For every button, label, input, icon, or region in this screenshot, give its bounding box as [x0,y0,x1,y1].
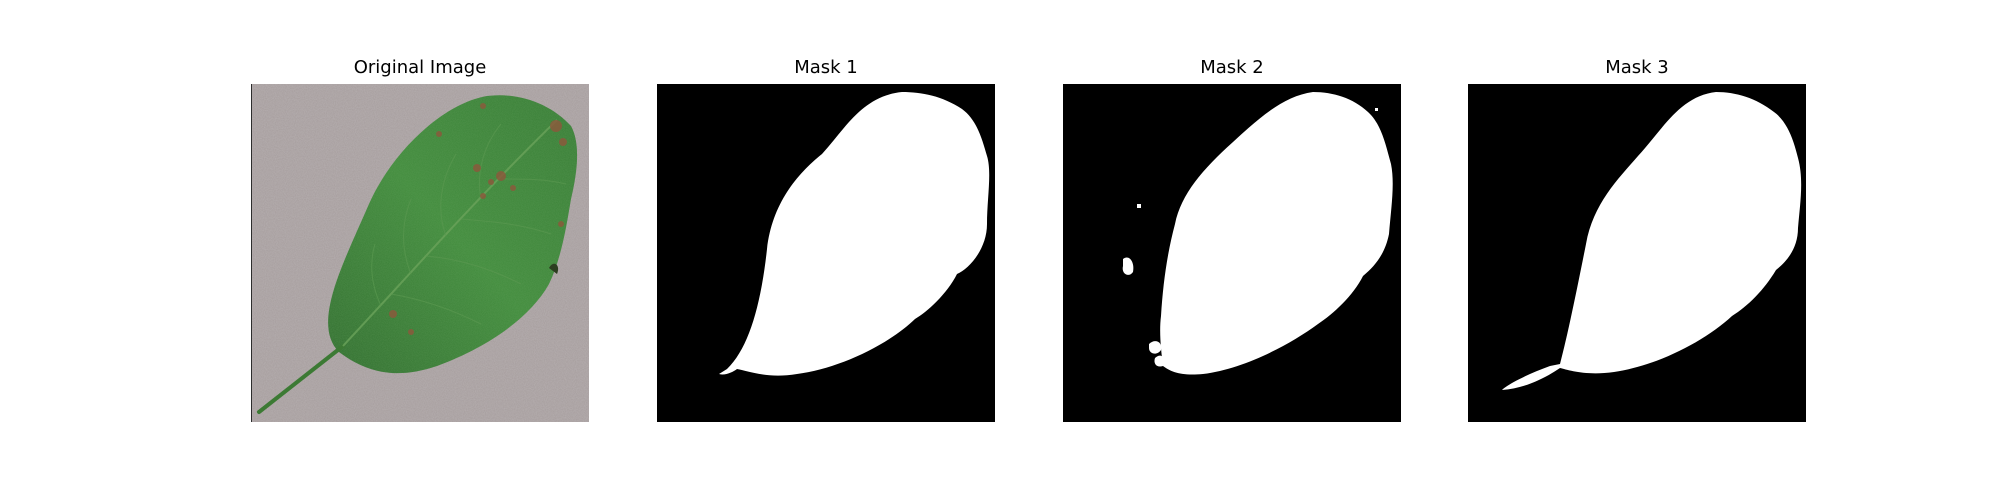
panel-title: Mask 2 [1200,57,1264,78]
leaf-photo [251,84,589,422]
panel-title: Mask 3 [1605,57,1669,78]
panel-title: Mask 1 [794,57,858,78]
mask-foreground [1502,92,1802,390]
mask-speckle [1122,257,1134,275]
panel-original-image: Original Image [251,0,589,500]
panel-mask-3: Mask 3 [1468,0,1806,500]
mask-foreground [1160,92,1393,375]
leaf-mask [1468,84,1806,422]
leaf-mask [1063,84,1401,422]
mask-speckle [1149,341,1162,354]
panel-mask-1: Mask 1 [657,0,995,500]
leaf-midrib [342,119,558,347]
mask-foreground [719,92,990,376]
leaf-stem [257,344,345,414]
panel-mask-2: Mask 2 [1063,0,1401,500]
leaf-mask [657,84,995,422]
panel-title: Original Image [353,57,487,78]
